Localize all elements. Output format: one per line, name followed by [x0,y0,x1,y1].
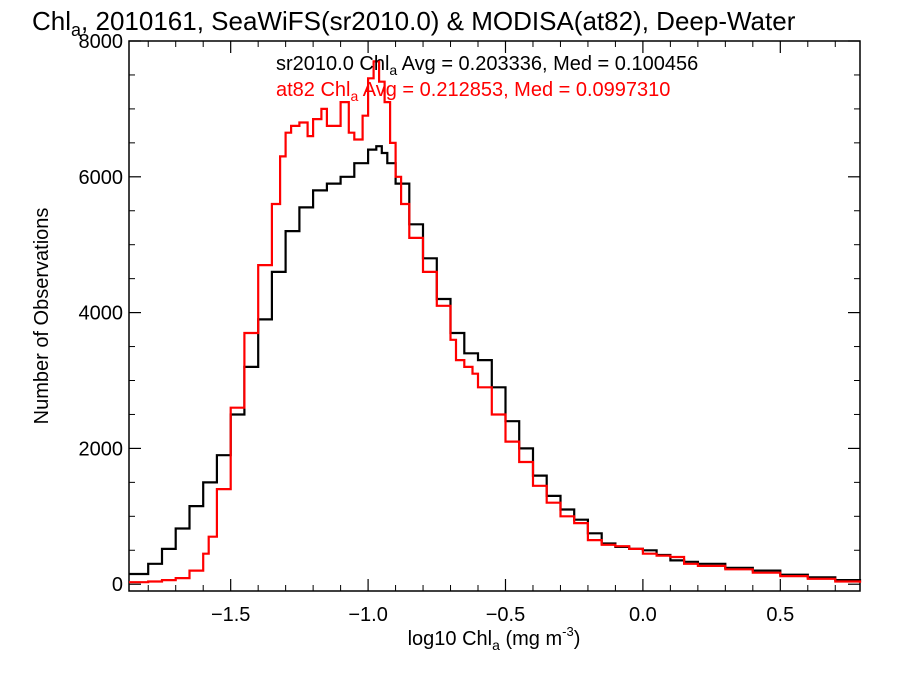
plot-frame [128,40,861,592]
chart-title: Chla, 2010161, SeaWiFS(sr2010.0) & MODIS… [32,6,796,40]
series-line-0 [129,145,862,583]
x-tick-labels: −1.5 −1.0 −0.5 0.0 0.5 [211,604,794,626]
x-tick-label: 0.0 [629,604,657,626]
stats-line-sr2010: sr2010.0 Chla Avg = 0.203336, Med = 0.10… [276,53,698,78]
y-tick-label: 2000 [79,438,124,460]
tick-marks [129,40,860,591]
y-tick-labels: 0 2000 4000 6000 8000 [79,31,124,596]
y-axis-label: Number of Observations [31,208,53,425]
y-tick-label: 8000 [79,31,124,53]
x-axis-label: log10 Chla (mg m-3) [408,624,581,653]
plot-area [128,40,862,592]
stats-line-at82: at82 Chla Avg = 0.212853, Med = 0.099731… [276,79,670,104]
x-tick-label: −1.5 [211,604,250,626]
y-tick-label: 4000 [79,303,124,325]
x-tick-label: −0.5 [486,604,525,626]
x-tick-label: −1.0 [348,604,387,626]
y-tick-label: 6000 [79,167,124,189]
series-line-1 [129,60,862,584]
y-tick-label: 0 [112,574,123,596]
x-tick-label: 0.5 [766,604,794,626]
series-layer [129,60,862,584]
